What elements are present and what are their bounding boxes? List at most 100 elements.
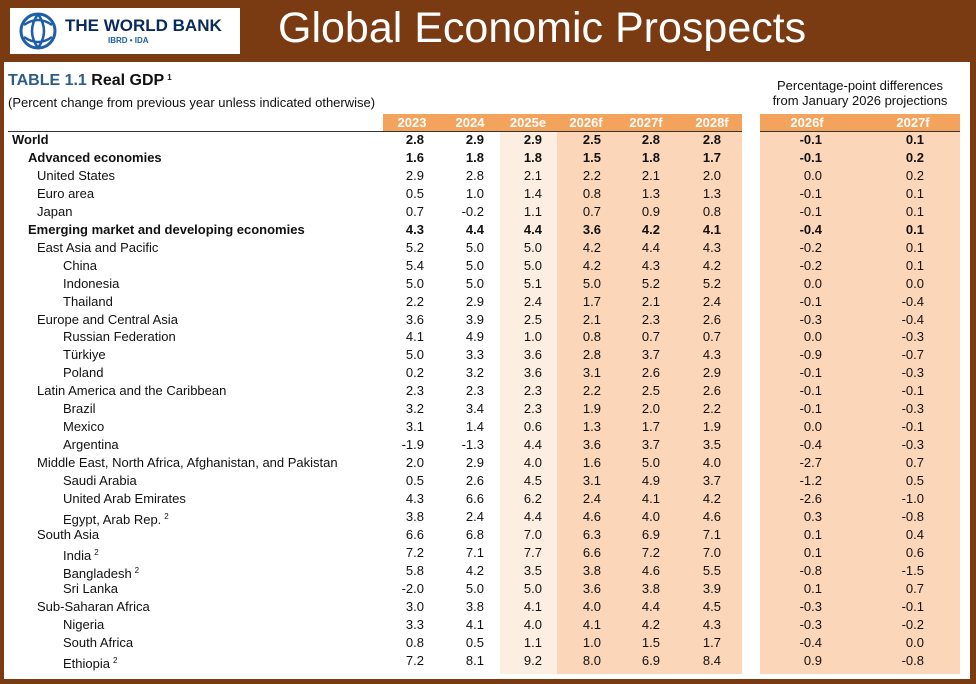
cell-value: 8.0 [582,652,601,668]
cell-value: 0.6 [523,419,542,435]
cell-diff: 0.6 [905,544,924,560]
cell-diff: -2.7 [799,455,822,471]
cell-diff: 0.0 [803,329,822,345]
cell-value: 1.7 [582,293,601,309]
cell-value: 7.0 [523,526,542,542]
cell-diff: -0.3 [799,311,822,327]
row-label: United States [37,167,116,183]
cell-value: 2.8 [582,347,601,363]
cell-value: 7.2 [641,544,660,560]
cell-value: 5.4 [405,257,424,273]
diff-header-line: Percentage-point differences [777,78,943,93]
cell-value: 4.5 [523,473,542,489]
cell-value: 2.3 [523,401,542,417]
row-label: Nigeria [63,616,105,632]
cell-value: 3.5 [523,562,542,578]
cell-value: -1.9 [401,437,424,453]
cell-value: 0.8 [702,203,721,219]
cell-value: 5.0 [465,239,484,255]
cell-value: 1.0 [523,329,542,345]
row-label: Thailand [63,293,113,309]
cell-value: 4.6 [641,562,660,578]
cell-value: 7.1 [702,526,721,542]
cell-value: 4.0 [582,598,601,614]
cell-diff: 0.1 [803,544,822,560]
cell-value: 0.5 [465,634,484,650]
cell-value: 2.4 [702,293,721,309]
cell-value: 5.0 [523,580,542,596]
cell-value: 4.3 [405,221,424,237]
cell-diff: 0.1 [803,526,822,542]
cell-value: 5.1 [523,275,542,291]
cell-value: 5.8 [405,562,424,578]
row-label: World [12,132,49,147]
cell-value: 2.2 [405,293,424,309]
table-subtitle: (Percent change from previous year unles… [8,95,376,110]
cell-value: 1.7 [702,634,721,650]
cell-value: 3.3 [465,347,484,363]
cell-value: 1.6 [405,149,424,165]
row-label: Advanced economies [28,149,162,165]
cell-value: 3.6 [523,347,542,363]
cell-value: 0.5 [405,473,424,489]
logo-sub: IBRD • IDA [108,36,149,45]
cell-value: 0.9 [641,203,660,219]
cell-value: 4.0 [702,455,721,471]
cell-value: 3.5 [702,437,721,453]
cell-value: 7.2 [405,652,424,668]
cell-value: 3.6 [582,580,601,596]
cell-value: 4.4 [523,437,542,453]
cell-value: 5.0 [523,239,542,255]
cell-value: 3.9 [465,311,484,327]
cell-value: 1.3 [702,185,721,201]
row-label: United Arab Emirates [63,491,186,506]
cell-value: 7.2 [405,544,424,560]
column-header: 2026f [569,115,603,130]
footnote-mark: 1 [167,73,172,82]
cell-value: 2.9 [405,167,424,183]
cell-diff: -0.4 [799,221,822,237]
cell-value: 2.2 [702,401,721,417]
cell-value: 4.2 [582,257,601,273]
cell-value: 4.3 [702,347,721,363]
cell-value: 0.7 [405,203,424,219]
row-label: East Asia and Pacific [37,239,159,255]
cell-diff: 0.3 [803,508,822,524]
cell-value: 5.0 [465,275,484,291]
cell-value: 2.1 [523,167,542,183]
row-label: Saudi Arabia [63,473,137,489]
cell-value: 3.8 [582,562,601,578]
footnote-mark: 2 [134,565,140,575]
cell-value: 4.1 [702,221,721,237]
cell-diff: -0.8 [901,652,924,668]
cell-diff: 0.1 [905,239,924,255]
cell-value: 2.9 [465,293,484,309]
cell-diff: -0.3 [901,329,924,345]
cell-diff: -0.1 [799,293,822,309]
cell-value: 4.0 [523,455,542,471]
cell-diff: 0.2 [905,167,924,183]
cell-value: 4.2 [582,239,601,255]
cell-value: 4.2 [641,616,660,632]
row-label: South Asia [37,526,100,542]
header-band [383,114,742,131]
row-label: Egypt, Arab Rep. 2 [63,511,169,527]
cell-value: 5.0 [405,347,424,363]
column-header: 2026f [790,115,824,130]
row-label: Indonesia [63,275,120,291]
cell-value: 2.4 [465,508,484,524]
cell-value: 2.5 [641,383,660,399]
cell-value: 1.3 [582,419,601,435]
cell-value: 5.2 [702,275,721,291]
row-label: Europe and Central Asia [37,311,178,327]
column-shade [760,114,960,674]
cell-diff: -2.6 [799,491,822,506]
cell-diff: 0.0 [803,275,822,291]
cell-value: 3.2 [465,365,484,381]
cell-diff: -0.2 [901,616,924,632]
cell-diff: -0.4 [901,311,924,327]
cell-diff: -0.1 [799,401,822,417]
cell-value: 2.6 [702,311,721,327]
cell-value: 3.4 [465,401,484,417]
footnote-mark: 2 [112,655,118,665]
